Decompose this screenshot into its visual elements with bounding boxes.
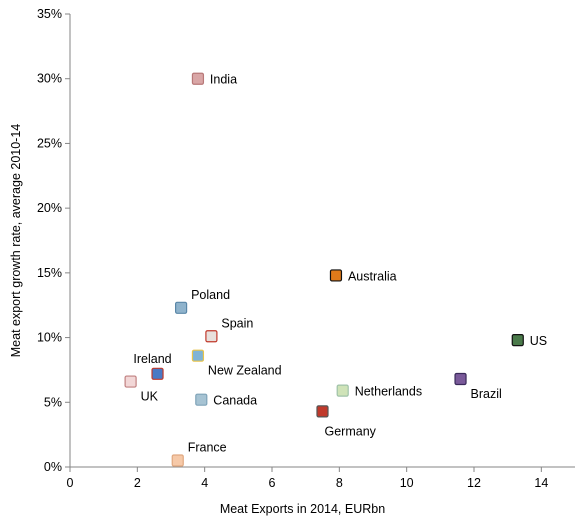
axes <box>69 14 575 468</box>
y-tick-label: 25% <box>37 136 62 150</box>
point-label: UK <box>141 390 159 404</box>
point-label: France <box>188 441 227 455</box>
y-tick-label: 10% <box>37 331 62 345</box>
canada-flag-marker <box>195 393 208 406</box>
netherlands-flag-marker <box>336 384 349 397</box>
data-point: Ireland <box>133 352 172 380</box>
data-point: Brazil <box>454 372 502 401</box>
x-tick-label: 10 <box>400 476 414 490</box>
point-label: Germany <box>325 424 377 438</box>
data-point: France <box>171 441 227 467</box>
data-point: India <box>191 72 237 87</box>
point-label: India <box>210 73 237 87</box>
y-tick-label: 0% <box>44 460 62 474</box>
data-point: US <box>511 334 547 348</box>
germany-flag-marker <box>316 405 329 418</box>
brazil-flag-marker <box>454 372 467 386</box>
y-axis-ticks: 0% 5% 10% 15% 20% 25% 30% 35% <box>37 7 70 474</box>
point-label: Spain <box>221 316 253 330</box>
x-tick-label: 4 <box>201 476 208 490</box>
uk-flag-marker <box>124 375 137 388</box>
x-tick-label: 8 <box>336 476 343 490</box>
point-label: Brazil <box>471 387 502 401</box>
y-axis-title: Meat export growth rate, average 2010-14 <box>9 124 23 358</box>
data-point: Canada <box>195 393 257 408</box>
point-label: New Zealand <box>208 364 282 378</box>
ireland-flag-marker <box>151 367 164 380</box>
france-flag-marker <box>171 454 184 467</box>
spain-flag-marker <box>205 330 218 343</box>
data-points: India Australia Poland Spain New Zealand Irel… <box>124 72 547 467</box>
point-label: Australia <box>348 269 397 283</box>
point-label: US <box>530 334 547 348</box>
point-label: Canada <box>213 394 257 408</box>
us-flag-marker <box>511 334 524 347</box>
x-tick-label: 0 <box>67 476 74 490</box>
x-tick-label: 2 <box>134 476 141 490</box>
poland-flag-marker <box>175 301 188 314</box>
x-tick-label: 12 <box>467 476 481 490</box>
y-tick-label: 35% <box>37 7 62 21</box>
data-point: New Zealand <box>191 349 282 378</box>
data-point: Poland <box>175 288 230 314</box>
data-point: Germany <box>316 405 377 438</box>
data-point: Australia <box>329 269 397 283</box>
x-tick-label: 14 <box>534 476 548 490</box>
y-tick-label: 30% <box>37 72 62 86</box>
x-tick-label: 6 <box>269 476 276 490</box>
point-label: Ireland <box>133 352 171 366</box>
point-label: Netherlands <box>355 385 422 399</box>
australia-flag-marker <box>329 269 343 282</box>
y-tick-label: 15% <box>37 266 62 280</box>
x-axis-ticks: 0 2 4 6 8 10 12 14 <box>67 467 548 490</box>
new-zealand-flag-marker <box>191 349 205 362</box>
data-point: Netherlands <box>336 384 422 399</box>
y-tick-label: 20% <box>37 201 62 215</box>
data-point: Spain <box>205 316 253 343</box>
point-label: Poland <box>191 288 230 302</box>
data-point: UK <box>124 375 159 404</box>
india-flag-marker <box>191 72 205 85</box>
y-tick-label: 5% <box>44 395 62 409</box>
x-axis-title: Meat Exports in 2014, EURbn <box>220 502 385 516</box>
